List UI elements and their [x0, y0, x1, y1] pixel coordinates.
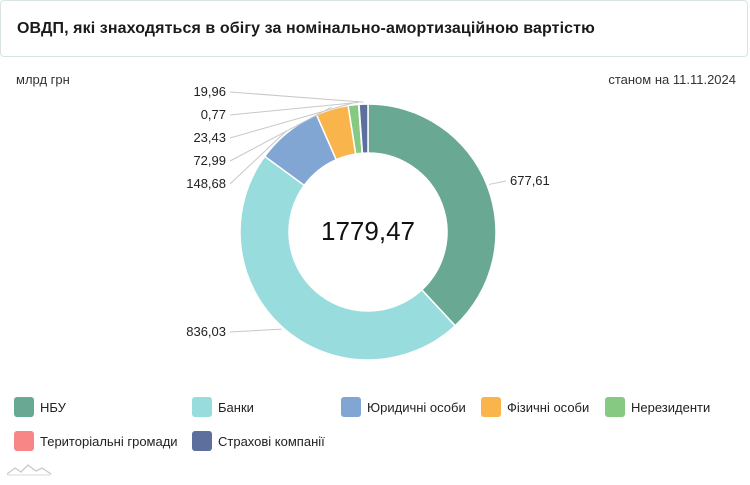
legend-label: Нерезиденти	[631, 399, 711, 415]
legend-row: Територіальні громади Страхові компанії	[14, 429, 744, 463]
as-of-date: станом на 11.11.2024	[608, 72, 736, 87]
chart-header: ОВДП, які знаходяться в обігу за номінал…	[0, 0, 748, 57]
legend-swatch	[192, 431, 212, 451]
leader-lines	[229, 91, 507, 333]
legend-item[interactable]: Банки	[192, 395, 254, 419]
legend-swatch	[481, 397, 501, 417]
legend-item[interactable]: Нерезиденти	[605, 395, 710, 419]
legend-label: Фізичні особи	[507, 399, 590, 415]
legend-item[interactable]: Юридичні особи	[341, 395, 466, 419]
chart-logo-icon	[6, 464, 52, 476]
chart-legend: НБУ Банки Юридичні особи Фізичні особи Нерез…	[14, 395, 744, 463]
donut-slice-1[interactable]	[367, 103, 497, 327]
legend-label: Юридичні особи	[367, 399, 466, 415]
data-label: 677,61	[510, 173, 550, 188]
data-label: 23,43	[193, 130, 226, 145]
legend-label: НБУ	[40, 399, 66, 415]
data-label: 19,96	[193, 84, 226, 99]
legend-swatch	[192, 397, 212, 417]
data-labels: 677,61 836,03 148,68 72,99 23,43 0,77 19,96	[186, 84, 550, 339]
legend-item[interactable]: Страхові компанії	[192, 429, 325, 453]
legend-swatch	[14, 431, 34, 451]
leader-line	[229, 106, 332, 162]
legend-label: Страхові компанії	[218, 433, 325, 449]
donut-slice-7[interactable]	[358, 103, 369, 154]
legend-row: НБУ Банки Юридичні особи Фізичні особи Нерез…	[14, 395, 744, 429]
data-label: 148,68	[186, 176, 226, 191]
leader-line	[229, 102, 354, 139]
legend-item[interactable]: Територіальні громади	[14, 429, 178, 453]
leader-line	[229, 101, 359, 116]
donut-slices	[239, 103, 497, 361]
leader-line	[488, 180, 507, 185]
data-label: 836,03	[186, 324, 226, 339]
donut-center-total: 1779,47	[321, 216, 415, 246]
leader-line	[229, 91, 364, 103]
legend-swatch	[14, 397, 34, 417]
legend-item[interactable]: НБУ	[14, 395, 66, 419]
legend-label: Банки	[218, 399, 254, 415]
unit-label: млрд грн	[16, 72, 70, 87]
donut-slice-2[interactable]	[239, 155, 457, 361]
leader-line	[229, 328, 282, 333]
legend-swatch	[341, 397, 361, 417]
data-label: 0,77	[201, 107, 226, 122]
legend-item[interactable]: Фізичні особи	[481, 395, 589, 419]
legend-swatch	[605, 397, 625, 417]
legend-label: Територіальні громади	[40, 433, 178, 449]
chart-title: ОВДП, які знаходяться в обігу за номінал…	[17, 20, 595, 37]
leader-line	[229, 130, 287, 185]
data-label: 72,99	[193, 153, 226, 168]
donut-chart: 677,61 836,03 148,68 72,99 23,43 0,77 19,96 17…	[186, 84, 550, 361]
